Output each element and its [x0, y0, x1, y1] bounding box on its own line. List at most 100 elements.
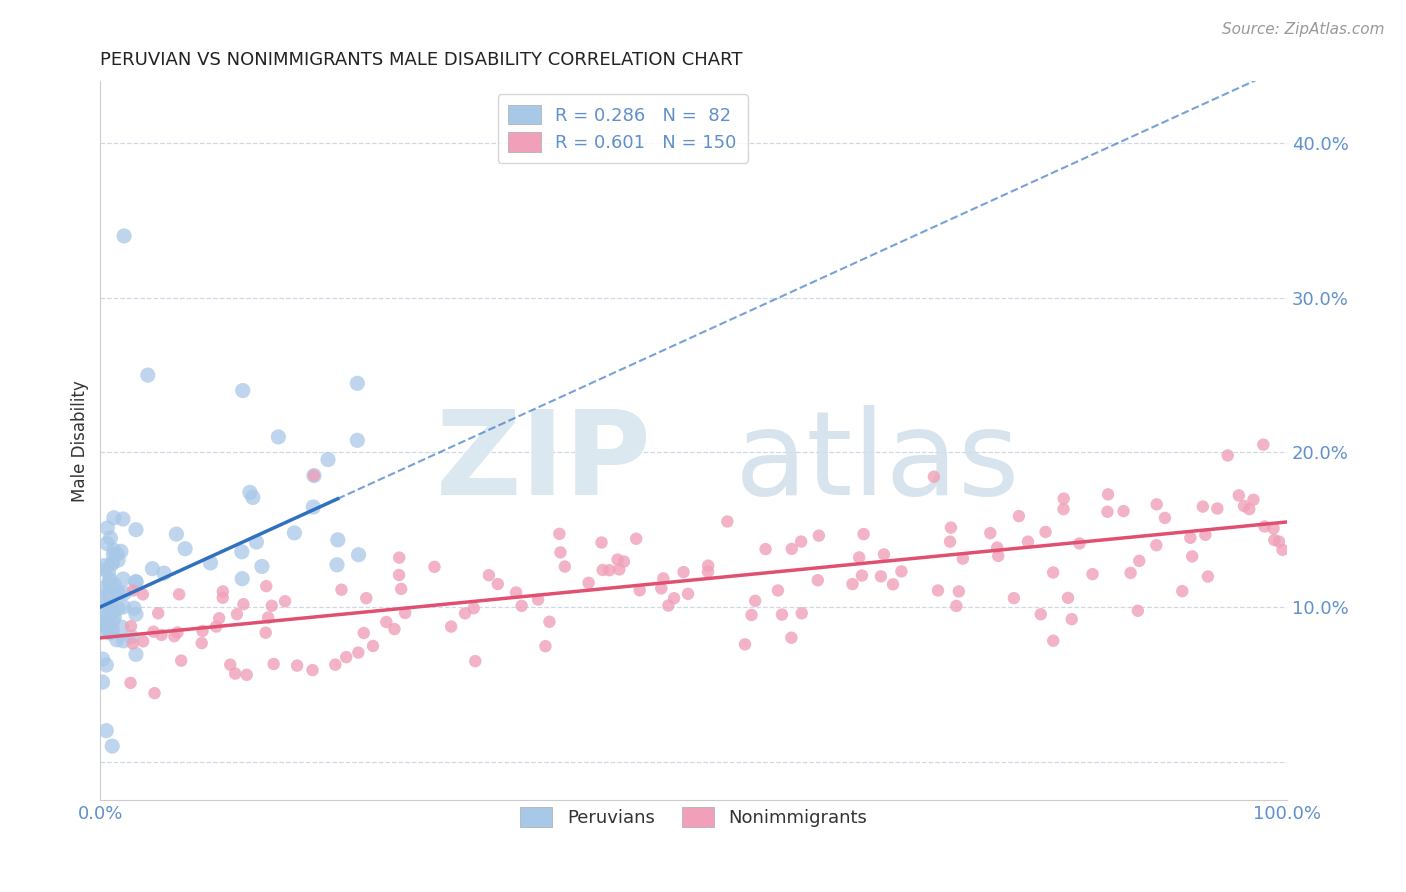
Point	[841, 577, 863, 591]
Point	[111, 512, 134, 526]
Point	[347, 646, 370, 660]
Point	[394, 606, 416, 620]
Point	[1053, 491, 1076, 506]
Point	[1119, 566, 1142, 580]
Point	[326, 558, 349, 572]
Point	[211, 584, 233, 599]
Point	[245, 535, 267, 549]
Point	[254, 579, 277, 593]
Point	[110, 620, 132, 634]
Point	[554, 559, 576, 574]
Point	[103, 510, 125, 524]
Point	[510, 599, 533, 613]
Text: PERUVIAN VS NONIMMIGRANTS MALE DISABILITY CORRELATION CHART: PERUVIAN VS NONIMMIGRANTS MALE DISABILIT…	[100, 51, 742, 69]
Point	[1146, 497, 1168, 511]
Point	[346, 376, 368, 391]
Point	[94, 599, 117, 614]
Point	[107, 553, 129, 567]
Point	[945, 599, 967, 613]
Point	[96, 536, 118, 550]
Point	[1239, 502, 1261, 516]
Point	[1180, 531, 1202, 545]
Point	[486, 577, 509, 591]
Point	[1233, 499, 1256, 513]
Point	[94, 563, 117, 577]
Point	[232, 384, 254, 398]
Point	[948, 584, 970, 599]
Point	[1206, 501, 1229, 516]
Point	[1002, 591, 1025, 606]
Point	[103, 543, 125, 558]
Point	[1008, 509, 1031, 524]
Point	[125, 575, 148, 590]
Point	[550, 545, 572, 559]
Point	[208, 611, 231, 625]
Point	[454, 607, 477, 621]
Point	[375, 615, 398, 629]
Point	[163, 629, 186, 643]
Point	[107, 585, 129, 599]
Point	[1060, 612, 1083, 626]
Point	[226, 607, 249, 622]
Point	[235, 668, 257, 682]
Point	[191, 624, 214, 638]
Point	[650, 582, 672, 596]
Point	[301, 663, 323, 677]
Point	[121, 630, 143, 644]
Point	[592, 563, 614, 577]
Point	[150, 628, 173, 642]
Point	[231, 572, 253, 586]
Point	[1017, 534, 1039, 549]
Point	[100, 599, 122, 613]
Point	[101, 556, 124, 570]
Point	[263, 657, 285, 671]
Point	[148, 606, 170, 620]
Point	[807, 529, 830, 543]
Point	[389, 582, 412, 596]
Point	[224, 666, 246, 681]
Point	[927, 583, 949, 598]
Point	[848, 550, 870, 565]
Point	[440, 619, 463, 633]
Point	[770, 607, 793, 622]
Point	[697, 565, 720, 579]
Point	[302, 468, 325, 483]
Point	[101, 605, 124, 619]
Point	[527, 592, 550, 607]
Point	[464, 654, 486, 668]
Point	[609, 562, 631, 576]
Point	[110, 544, 132, 558]
Point	[101, 614, 124, 628]
Point	[1253, 437, 1275, 451]
Text: ZIP: ZIP	[436, 405, 652, 520]
Point	[112, 634, 135, 648]
Point	[98, 626, 121, 640]
Point	[1035, 524, 1057, 539]
Point	[1042, 633, 1064, 648]
Point	[260, 599, 283, 613]
Point	[250, 559, 273, 574]
Point	[613, 555, 636, 569]
Point	[219, 657, 242, 672]
Point	[153, 566, 176, 581]
Point	[423, 559, 446, 574]
Point	[93, 558, 115, 573]
Point	[578, 575, 600, 590]
Point	[744, 594, 766, 608]
Point	[167, 587, 190, 601]
Point	[141, 561, 163, 575]
Point	[548, 526, 571, 541]
Point	[505, 585, 527, 599]
Point	[1097, 487, 1119, 501]
Point	[205, 619, 228, 633]
Point	[1171, 584, 1194, 599]
Point	[121, 636, 143, 650]
Point	[538, 615, 561, 629]
Point	[952, 551, 974, 566]
Point	[101, 557, 124, 571]
Point	[591, 535, 613, 549]
Point	[231, 545, 253, 559]
Point	[1126, 604, 1149, 618]
Point	[96, 658, 118, 673]
Point	[939, 520, 962, 534]
